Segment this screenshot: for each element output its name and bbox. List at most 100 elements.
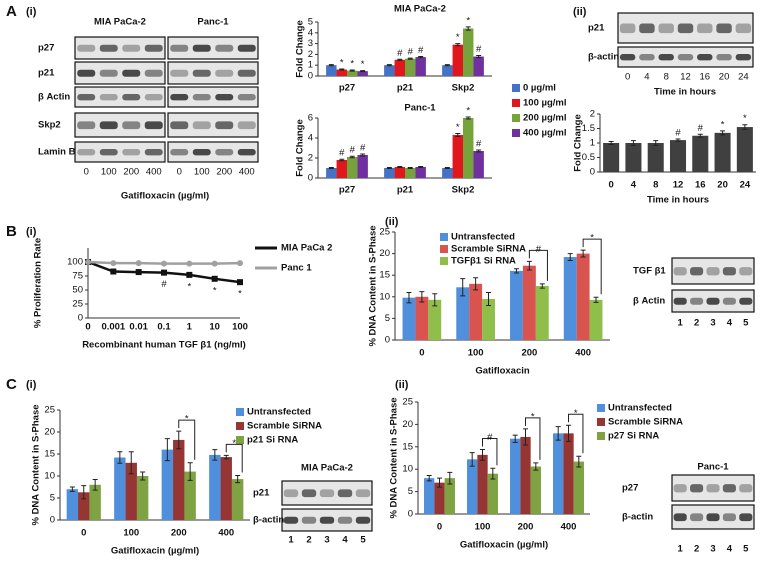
error-bar	[397, 58, 403, 61]
panel-label: (i)	[26, 379, 37, 391]
blot-strip	[167, 86, 259, 108]
legend-label: 200 µg/ml	[523, 113, 567, 124]
bar	[405, 168, 416, 178]
blot-band	[77, 94, 96, 101]
bar	[220, 457, 232, 520]
legend-swatch	[597, 418, 605, 426]
blot-band	[170, 121, 189, 130]
blot-band	[192, 149, 211, 156]
lane-label: 4	[342, 535, 348, 546]
bar	[473, 56, 484, 76]
significance-mark: *	[213, 285, 217, 296]
legend-label: Panc 1	[281, 263, 312, 274]
bar	[553, 433, 564, 514]
bar	[434, 482, 445, 514]
blot-band	[722, 513, 736, 522]
significance-mark: *	[232, 438, 236, 449]
blot-band	[739, 297, 753, 305]
blot-band	[722, 484, 736, 493]
error-bar	[432, 293, 438, 307]
y-tick-label: 10	[379, 291, 390, 302]
y-tick-label: 5	[50, 493, 55, 504]
blot-band	[739, 484, 753, 493]
y-tick-label: 20	[402, 419, 413, 430]
bar	[563, 257, 577, 340]
legend-label: p21 Si RNA	[247, 435, 298, 446]
bar	[482, 298, 495, 340]
significance-mark: #	[476, 44, 482, 55]
blot-band	[144, 149, 163, 156]
y-tick-label: 1	[308, 60, 313, 71]
row-label: β Actin	[38, 92, 70, 103]
error-bar	[81, 485, 87, 500]
y-tick-label: 0	[50, 515, 55, 526]
blot-band	[619, 23, 636, 34]
significance-mark: #	[675, 127, 681, 138]
blot-band	[99, 149, 118, 156]
row-label: β-actin	[253, 515, 284, 526]
error-bar	[223, 454, 229, 460]
legend-label: Scramble SiRNA	[608, 417, 683, 428]
blot-band	[716, 23, 732, 34]
blot-band	[192, 121, 211, 130]
error-bar	[328, 64, 334, 67]
marker	[161, 260, 167, 267]
bar	[467, 459, 478, 514]
bar	[209, 454, 221, 520]
lane-label: 20	[719, 72, 730, 83]
y-tick-label: 25	[379, 227, 390, 238]
blot-band	[77, 44, 96, 52]
bar	[173, 439, 185, 520]
lane-label: 400	[146, 167, 162, 178]
y-tick-label: 10	[402, 464, 413, 475]
error-bar	[447, 471, 453, 485]
blot-band	[639, 54, 655, 61]
legend-swatch	[236, 436, 244, 444]
row-label: β Actin	[633, 296, 665, 307]
error-bar	[69, 486, 75, 492]
bar	[625, 143, 642, 172]
marker	[237, 260, 243, 267]
legend-label: Untransfected	[247, 407, 311, 418]
error-bar	[386, 167, 392, 169]
x-tick-label: 8	[653, 180, 658, 191]
error-bar	[486, 291, 492, 306]
y-tick-label: 20	[379, 248, 390, 259]
y-tick-label: 5	[308, 17, 313, 28]
lane-label: 12	[680, 72, 691, 83]
error-bar	[418, 166, 424, 168]
bar	[573, 461, 584, 514]
bar	[576, 253, 590, 340]
x-tick-label: p21	[397, 185, 414, 196]
y-tick-label: 15	[44, 449, 55, 460]
blot-band	[215, 69, 234, 77]
bar	[736, 127, 753, 172]
error-bar	[567, 253, 573, 262]
blot-band	[192, 44, 211, 52]
x-tick-label: Skp2	[452, 83, 475, 94]
bar	[402, 297, 416, 340]
x-tick-label: 0.01	[129, 322, 148, 333]
blot-band	[658, 23, 674, 34]
significance-mark: #	[350, 145, 356, 156]
error-bar	[407, 167, 413, 169]
x-tick-label: 0.001	[101, 322, 125, 333]
bar	[125, 462, 137, 520]
blot-band	[215, 121, 234, 130]
x-axis-label: Recombinant human TGF β1 (ng/ml)	[82, 340, 246, 351]
x-tick-label: 200	[521, 348, 537, 359]
error-bar	[630, 140, 636, 146]
bar	[589, 299, 603, 340]
bar	[336, 69, 347, 76]
blot-band	[690, 513, 704, 522]
lane-label: 0	[625, 72, 630, 83]
significance-mark: *	[531, 411, 535, 422]
lane-label: 400	[239, 167, 255, 178]
blot-band	[319, 516, 335, 524]
error-bar	[419, 291, 425, 303]
x-tick-label: 200	[518, 522, 534, 533]
blot-band	[215, 149, 234, 156]
y-tick-label: 10	[44, 471, 55, 482]
blot-band	[283, 489, 299, 498]
legend-swatch	[512, 114, 520, 122]
